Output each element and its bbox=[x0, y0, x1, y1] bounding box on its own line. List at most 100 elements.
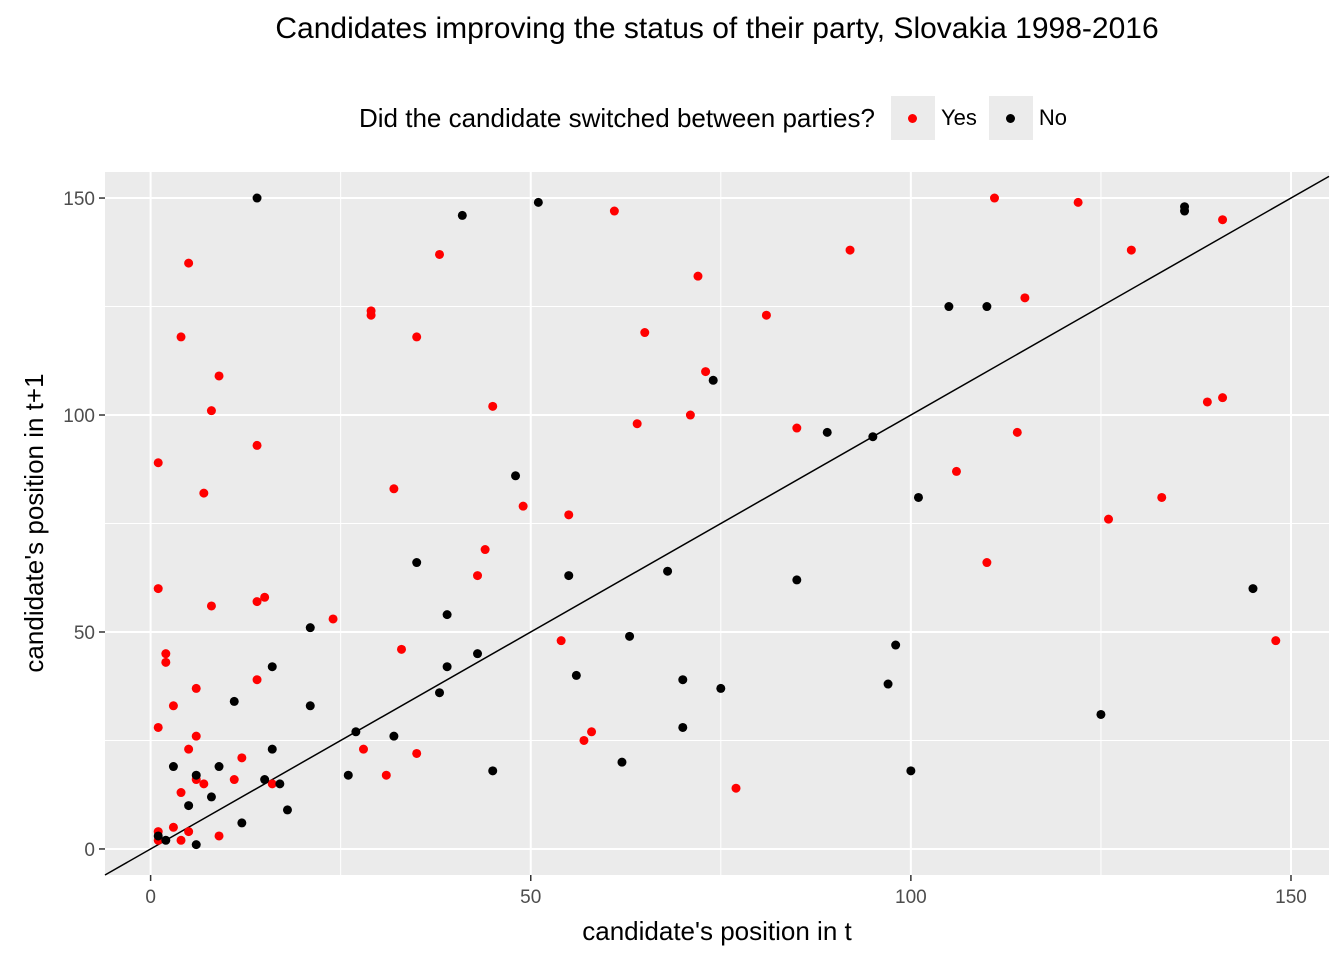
point-no bbox=[511, 471, 521, 481]
point-yes bbox=[632, 419, 642, 429]
x-tick-label: 150 bbox=[1275, 887, 1307, 908]
legend-key-no bbox=[988, 96, 1033, 140]
point-no bbox=[282, 805, 292, 815]
legend-dot-yes bbox=[908, 113, 918, 123]
point-yes bbox=[161, 649, 171, 659]
point-yes bbox=[396, 644, 406, 654]
point-yes bbox=[564, 510, 574, 520]
y-tick-label: 100 bbox=[63, 406, 95, 427]
point-no bbox=[457, 210, 467, 220]
point-yes bbox=[518, 501, 528, 511]
point-yes bbox=[701, 367, 711, 377]
point-no bbox=[1096, 709, 1106, 719]
legend-label-yes: Yes bbox=[940, 105, 977, 130]
point-no bbox=[1248, 584, 1258, 594]
point-yes bbox=[587, 727, 597, 737]
point-no bbox=[260, 775, 270, 785]
point-no bbox=[191, 840, 201, 850]
point-yes bbox=[168, 822, 178, 832]
point-yes bbox=[1012, 427, 1022, 437]
point-no bbox=[533, 197, 543, 207]
point-no bbox=[913, 492, 923, 502]
point-no bbox=[267, 744, 277, 754]
point-yes bbox=[153, 722, 163, 732]
x-axis-ticks: 0 50 100 150 bbox=[145, 875, 1307, 908]
point-yes bbox=[412, 748, 422, 758]
point-no bbox=[229, 696, 239, 706]
point-yes bbox=[685, 410, 695, 420]
point-yes bbox=[792, 423, 802, 433]
point-yes bbox=[176, 835, 186, 845]
point-yes bbox=[488, 401, 498, 411]
point-no bbox=[473, 649, 483, 659]
point-yes bbox=[1020, 293, 1030, 303]
point-yes bbox=[199, 779, 209, 789]
chart-title: Candidates improving the status of their… bbox=[275, 12, 1159, 45]
point-no bbox=[305, 623, 315, 633]
point-yes bbox=[1218, 215, 1228, 225]
point-no bbox=[488, 766, 498, 776]
point-no bbox=[442, 662, 452, 672]
point-yes bbox=[184, 744, 194, 754]
point-yes bbox=[153, 584, 163, 594]
point-no bbox=[442, 610, 452, 620]
point-yes bbox=[229, 775, 239, 785]
point-yes bbox=[168, 701, 178, 711]
point-yes bbox=[184, 827, 194, 837]
point-yes bbox=[161, 657, 171, 667]
legend: Did the candidate switched between parti… bbox=[0, 96, 1344, 140]
point-no bbox=[891, 640, 901, 650]
point-no bbox=[708, 375, 718, 385]
y-tick-label: 50 bbox=[74, 623, 95, 644]
x-tick-label: 0 bbox=[145, 887, 156, 908]
point-yes bbox=[731, 783, 741, 793]
point-yes bbox=[252, 597, 262, 607]
x-tick-label: 100 bbox=[895, 887, 927, 908]
point-yes bbox=[260, 592, 270, 602]
y-tick-label: 150 bbox=[63, 189, 95, 210]
point-yes bbox=[989, 193, 999, 203]
point-yes bbox=[640, 328, 650, 338]
y-axis-title: candidate's position in t+1 bbox=[19, 373, 49, 672]
point-yes bbox=[191, 683, 201, 693]
point-no bbox=[625, 631, 635, 641]
point-no bbox=[267, 662, 277, 672]
point-no bbox=[571, 670, 581, 680]
point-yes bbox=[389, 484, 399, 494]
point-yes bbox=[184, 258, 194, 268]
point-no bbox=[168, 762, 178, 772]
point-no bbox=[944, 302, 954, 312]
x-tick-label: 50 bbox=[520, 887, 541, 908]
point-yes bbox=[1126, 245, 1136, 255]
point-no bbox=[678, 675, 688, 685]
point-yes bbox=[199, 488, 209, 498]
point-no bbox=[1180, 206, 1190, 216]
point-no bbox=[678, 722, 688, 732]
point-no bbox=[868, 432, 878, 442]
reference-line bbox=[104, 175, 1330, 876]
point-yes bbox=[237, 753, 247, 763]
point-no bbox=[351, 727, 361, 737]
point-no bbox=[822, 427, 832, 437]
point-no bbox=[716, 683, 726, 693]
point-yes bbox=[366, 310, 376, 320]
point-no bbox=[305, 701, 315, 711]
point-yes bbox=[435, 249, 445, 259]
point-yes bbox=[1157, 492, 1167, 502]
point-yes bbox=[609, 206, 619, 216]
point-yes bbox=[214, 831, 224, 841]
legend-title: Did the candidate switched between parti… bbox=[358, 102, 875, 133]
point-no bbox=[982, 302, 992, 312]
point-yes bbox=[845, 245, 855, 255]
point-yes bbox=[1202, 397, 1212, 407]
point-yes bbox=[267, 779, 277, 789]
point-no bbox=[237, 818, 247, 828]
point-no bbox=[617, 757, 627, 767]
point-no bbox=[883, 679, 893, 689]
point-no bbox=[564, 571, 574, 581]
point-yes bbox=[153, 458, 163, 468]
legend-dot-no bbox=[1006, 113, 1016, 123]
point-no bbox=[161, 835, 171, 845]
legend-key-yes bbox=[890, 96, 935, 140]
